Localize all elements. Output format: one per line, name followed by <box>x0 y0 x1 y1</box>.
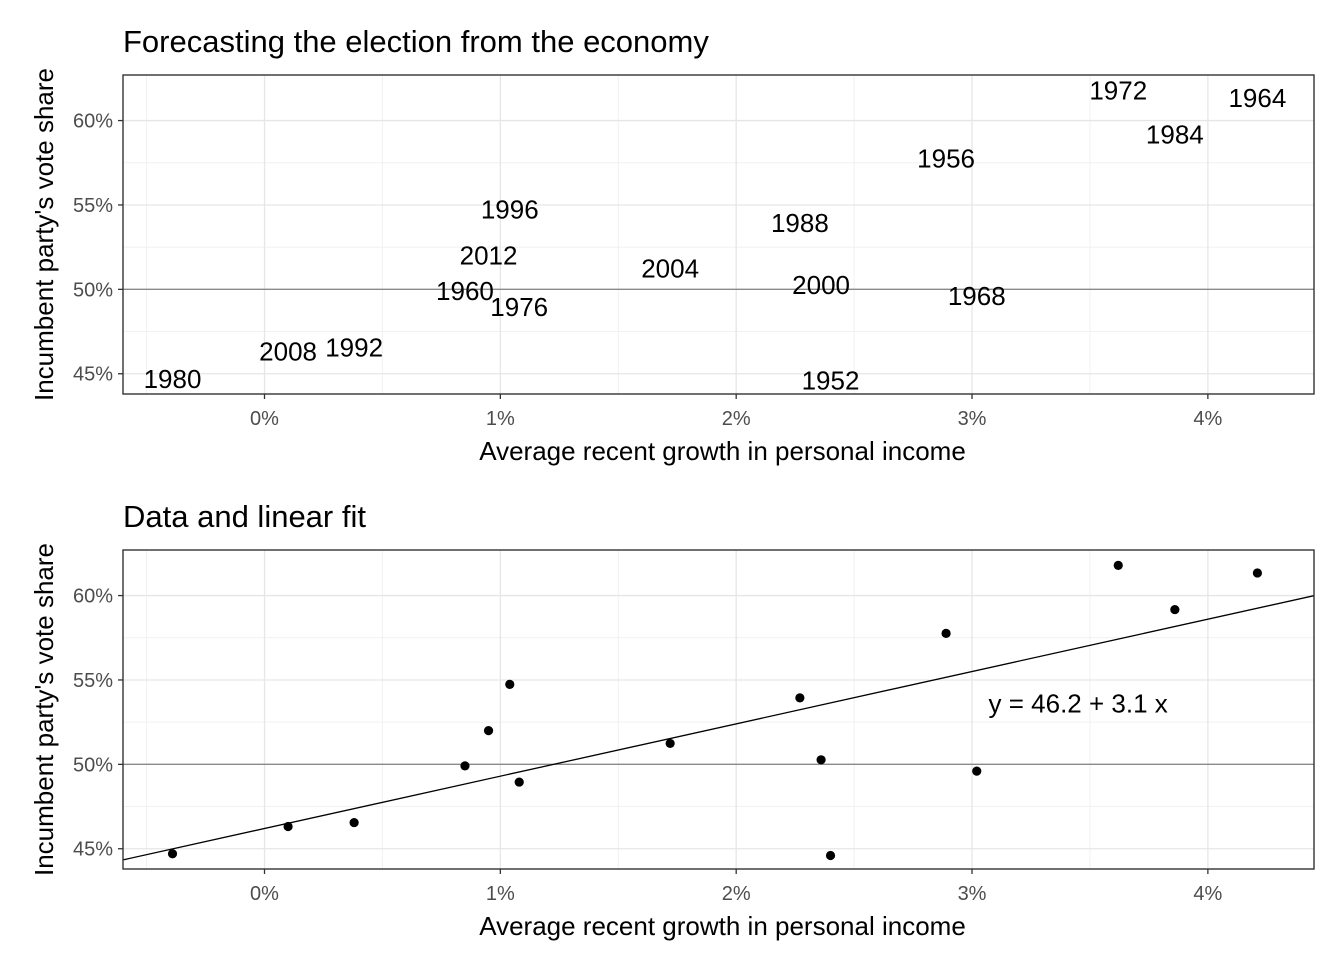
data-point <box>816 755 826 765</box>
point-label: 1964 <box>1228 83 1286 113</box>
data-point <box>167 849 178 859</box>
x-tick-label: 4% <box>1193 883 1222 905</box>
point-label: 1976 <box>490 292 548 322</box>
x-tick-label: 4% <box>1193 408 1222 430</box>
x-tick-label: 2% <box>722 883 751 905</box>
y-tick-label: 50% <box>73 279 113 301</box>
plot-background <box>123 75 1314 394</box>
x-tick-label: 3% <box>958 883 987 905</box>
data-point <box>941 628 951 638</box>
fit-equation-label: y = 46.2 + 3.1 x <box>989 689 1168 719</box>
y-tick-label: 45% <box>73 839 113 861</box>
chart-panel-forecast: Forecasting the election from the econom… <box>0 0 1344 475</box>
y-tick-label: 60% <box>73 586 113 608</box>
data-point <box>283 821 293 832</box>
point-label: 1980 <box>144 364 202 394</box>
data-point <box>795 693 805 703</box>
point-label: 1988 <box>771 208 829 238</box>
fit-line <box>123 595 1314 861</box>
chart-canvas: 1952 1956 1960 1964 1968 1972 1976 1980 1984 1988… <box>29 68 1315 466</box>
chart-title: Data and linear fit <box>123 499 366 534</box>
data-point <box>505 679 515 689</box>
point-label: 1960 <box>436 276 494 306</box>
y-axis-title: Incumbent party's vote share <box>29 68 59 401</box>
y-tick-label: 55% <box>73 195 113 217</box>
data-point <box>825 850 836 861</box>
chart-canvas: y = 46.2 + 3.1 x 0% 1% 2% 3% 4% 45% 50% 55% 60% Av… <box>29 543 1315 941</box>
y-axis-title: Incumbent party's vote share <box>29 543 59 876</box>
point-label: 1956 <box>917 143 975 173</box>
point-label: 2004 <box>641 253 699 283</box>
point-label: 1996 <box>481 194 539 224</box>
plot-border <box>122 549 1315 870</box>
point-label: 2012 <box>460 241 518 271</box>
x-tick-label: 2% <box>722 408 751 430</box>
point-label: 2000 <box>792 270 850 300</box>
point-label: 1972 <box>1089 75 1147 105</box>
x-tick-label: 1% <box>486 408 515 430</box>
data-point <box>665 738 675 749</box>
data-point <box>483 725 494 736</box>
chart-panel-linear-fit: Data and linear fit y = 46.2 + 3.1 x 0% 1%… <box>0 475 1344 950</box>
y-tick-label: 50% <box>73 754 113 776</box>
data-point <box>514 777 524 787</box>
x-tick-label: 0% <box>250 883 279 905</box>
x-axis-title: Average recent growth in personal income <box>479 911 966 941</box>
x-tick-label: 1% <box>486 883 515 905</box>
data-point <box>460 761 470 771</box>
y-tick-label: 55% <box>73 670 113 692</box>
chart-title: Forecasting the election from the econom… <box>123 24 709 59</box>
data-point <box>349 817 359 828</box>
data-point <box>1170 604 1180 615</box>
plot-border <box>122 74 1315 395</box>
point-label: 1952 <box>802 365 860 395</box>
y-tick-label: 60% <box>73 111 113 133</box>
point-label: 1984 <box>1146 120 1204 150</box>
y-tick-label: 45% <box>73 364 113 386</box>
data-point <box>1113 560 1123 570</box>
x-axis-title: Average recent growth in personal income <box>479 436 966 466</box>
x-tick-label: 3% <box>958 408 987 430</box>
data-point <box>972 766 982 776</box>
point-label: 1992 <box>325 333 383 363</box>
x-tick-label: 0% <box>250 408 279 430</box>
point-label: 1968 <box>948 281 1006 311</box>
data-point <box>1252 568 1262 578</box>
point-label: 2008 <box>259 336 317 366</box>
